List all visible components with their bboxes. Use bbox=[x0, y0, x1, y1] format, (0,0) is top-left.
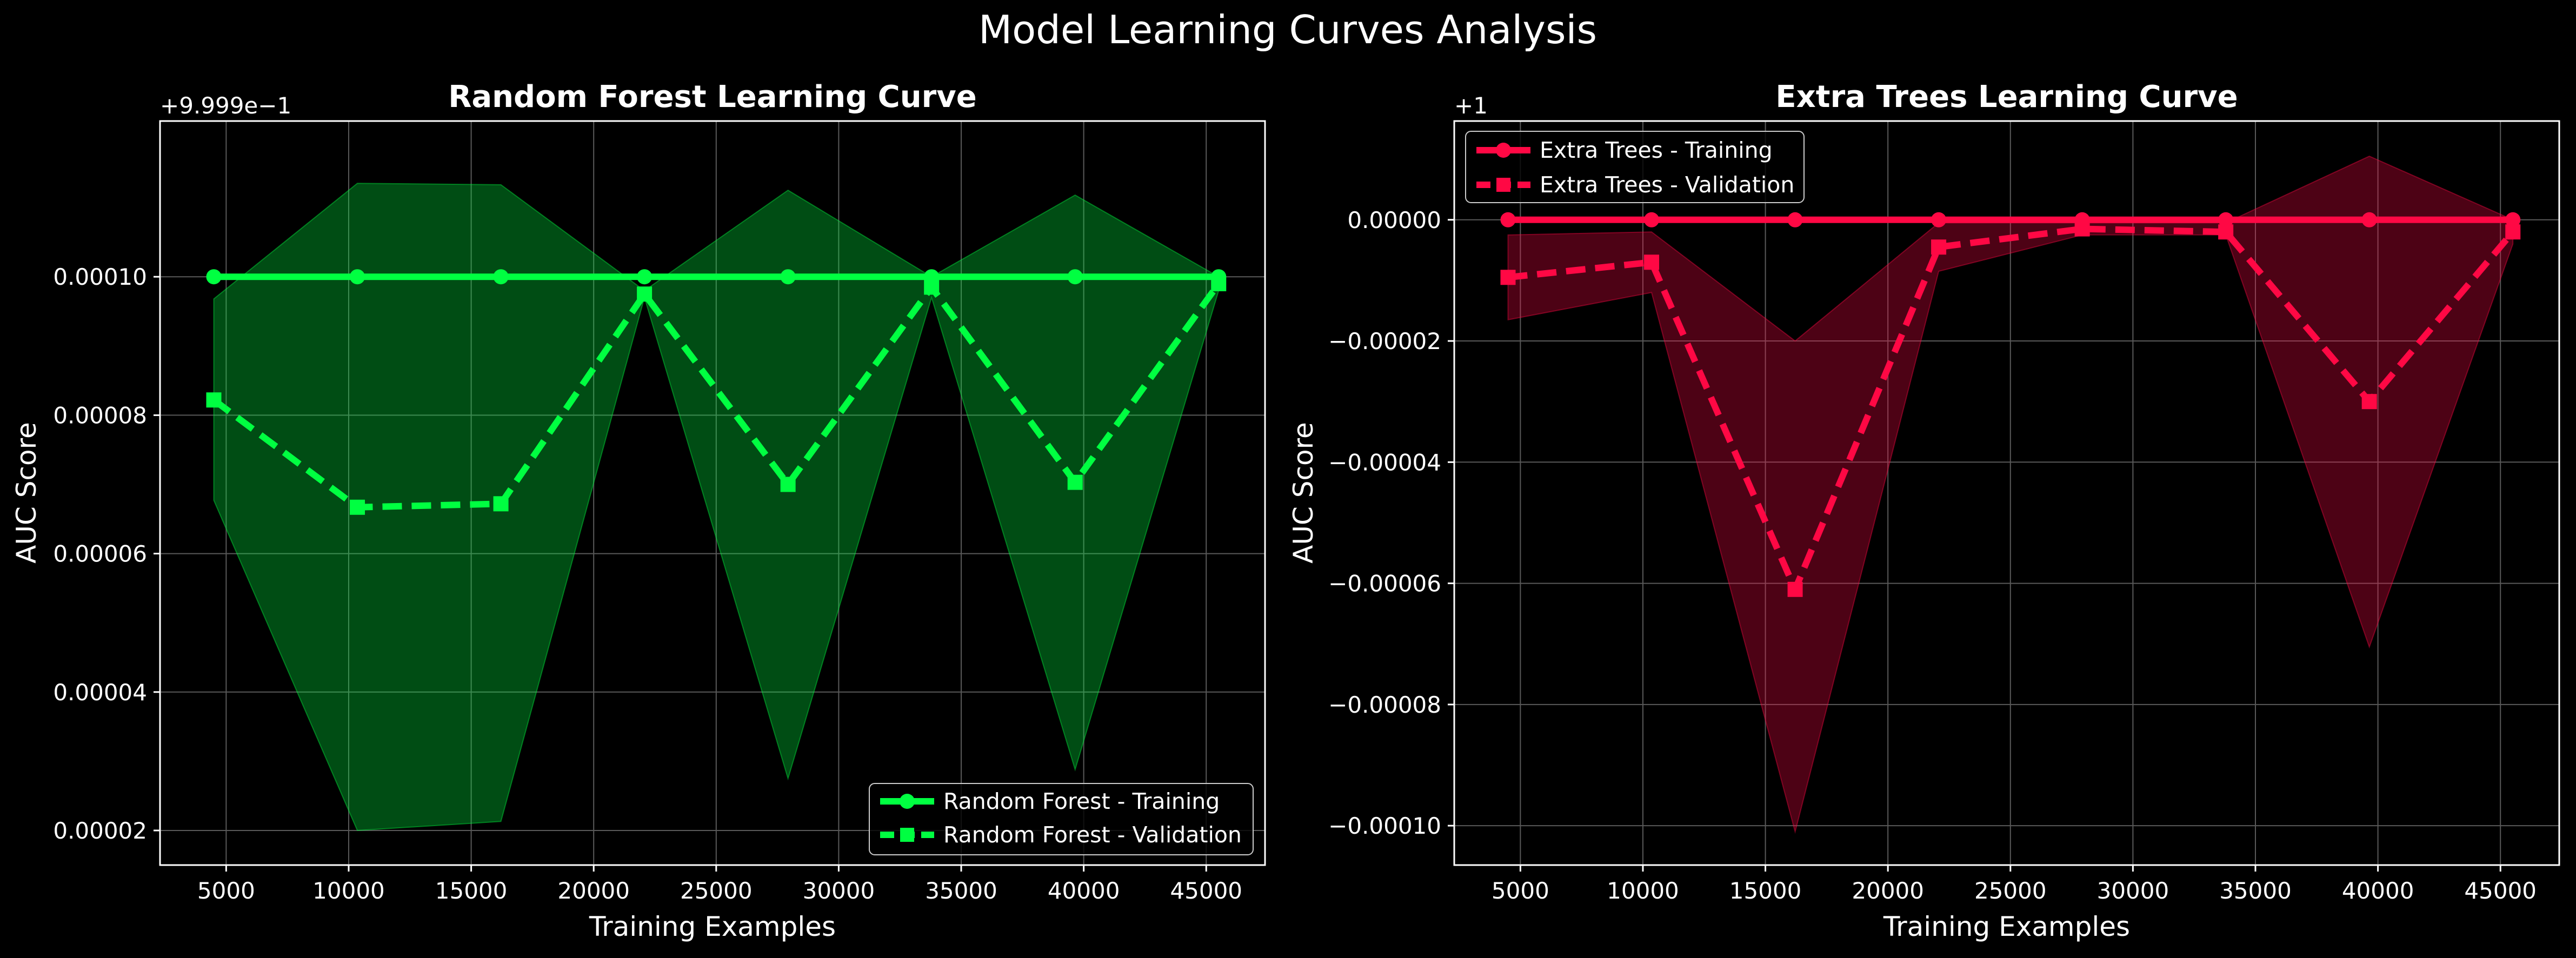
legend-marker-training bbox=[1496, 143, 1511, 158]
random-forest-panel: 5000 10000 15000 20000 25000 30000 35000 40000 4… bbox=[11, 79, 1266, 942]
y-tick-label: 0.00010 bbox=[53, 264, 147, 290]
x-tick-label: 25000 bbox=[680, 877, 753, 904]
training-point bbox=[206, 269, 222, 285]
validation-point bbox=[1931, 239, 1947, 255]
x-tick-label: 5000 bbox=[1492, 877, 1549, 904]
training-point bbox=[1067, 269, 1083, 285]
legend-marker-training bbox=[900, 794, 915, 809]
plot-frame bbox=[1453, 120, 2560, 866]
validation-line bbox=[211, 282, 1222, 511]
validation-point bbox=[2361, 394, 2377, 410]
x-tick-label: 35000 bbox=[2219, 877, 2292, 904]
y-axis-label: AUC Score bbox=[1288, 422, 1319, 564]
validation-point bbox=[924, 279, 940, 295]
validation-band bbox=[1507, 155, 2514, 834]
x-tick-label: 10000 bbox=[312, 877, 385, 904]
x-axis-label: Training Examples bbox=[589, 911, 836, 942]
series-layer bbox=[206, 269, 1227, 515]
plot-frame bbox=[159, 120, 1266, 866]
x-tick-label: 20000 bbox=[1852, 877, 1924, 904]
plot-title: Extra Trees Learning Curve bbox=[1775, 79, 2238, 115]
figure-title: Model Learning Curves Analysis bbox=[979, 7, 1597, 52]
training-point bbox=[1787, 212, 1803, 227]
legend-box bbox=[869, 783, 1254, 855]
validation-point bbox=[1211, 276, 1227, 292]
validation-point bbox=[1500, 270, 1516, 285]
training-point bbox=[1931, 212, 1947, 227]
tick-labels: 5000 10000 15000 20000 25000 30000 35000 40000 4… bbox=[1328, 207, 2537, 904]
training-point bbox=[780, 269, 796, 285]
training-point bbox=[2505, 212, 2521, 227]
x-tick-label: 15000 bbox=[1729, 877, 1802, 904]
axis-offset-text: +9.999e−1 bbox=[160, 92, 291, 119]
x-tick-label: 45000 bbox=[1170, 877, 1242, 904]
x-tick-label: 30000 bbox=[2097, 877, 2169, 904]
validation-point bbox=[1644, 254, 1660, 270]
legend-label-validation: Extra Trees - Validation bbox=[1540, 172, 1794, 198]
tick-labels: 5000 10000 15000 20000 25000 30000 35000 40000 4… bbox=[53, 264, 1242, 904]
legend-label-training: Extra Trees - Training bbox=[1540, 137, 1773, 163]
y-tick-label: 0.00000 bbox=[1347, 207, 1441, 233]
y-tick-label: −0.00006 bbox=[1328, 571, 1441, 597]
x-tick-label: 20000 bbox=[557, 877, 630, 904]
legend-marker-validation bbox=[900, 828, 914, 842]
y-tick-label: 0.00008 bbox=[53, 402, 147, 428]
x-tick-label: 30000 bbox=[803, 877, 875, 904]
y-tick-label: −0.00004 bbox=[1328, 449, 1441, 475]
validation-point bbox=[350, 499, 365, 515]
training-point bbox=[350, 269, 365, 285]
legend-label-training: Random Forest - Training bbox=[943, 788, 1220, 814]
validation-point bbox=[2074, 221, 2090, 237]
legend-marker-validation bbox=[1496, 178, 1510, 192]
y-tick-label: 0.00006 bbox=[53, 541, 147, 567]
series-layer bbox=[1500, 212, 2521, 597]
legend-box bbox=[1465, 131, 1805, 203]
training-point bbox=[1500, 212, 1516, 227]
plot-title: Random Forest Learning Curve bbox=[448, 79, 976, 115]
validation-point bbox=[1787, 581, 1803, 597]
x-axis-label: Training Examples bbox=[1883, 911, 2130, 942]
validation-line bbox=[1507, 225, 2515, 593]
x-tick-label: 25000 bbox=[1974, 877, 2047, 904]
y-tick-label: 0.00002 bbox=[53, 818, 147, 844]
validation-point bbox=[780, 477, 796, 492]
axis-offset-text: +1 bbox=[1454, 92, 1488, 119]
y-tick-label: −0.00010 bbox=[1328, 813, 1441, 839]
validation-band-area bbox=[1507, 155, 2514, 834]
validation-point bbox=[2505, 224, 2521, 240]
validation-point bbox=[637, 286, 653, 302]
y-tick-label: −0.00008 bbox=[1328, 692, 1441, 718]
x-tick-label: 15000 bbox=[435, 877, 508, 904]
validation-point bbox=[206, 392, 222, 408]
y-tick-label: −0.00002 bbox=[1328, 328, 1441, 354]
x-tick-label: 5000 bbox=[197, 877, 255, 904]
validation-point bbox=[1067, 474, 1083, 490]
legend: Extra Trees - Training Extra Trees - Val… bbox=[1465, 131, 1805, 203]
training-point bbox=[493, 269, 509, 285]
x-tick-label: 35000 bbox=[925, 877, 997, 904]
legend: Random Forest - Training Random Forest -… bbox=[869, 783, 1254, 855]
validation-point bbox=[493, 496, 509, 512]
training-point bbox=[637, 269, 653, 285]
extra-trees-panel: 5000 10000 15000 20000 25000 30000 35000 40000 4… bbox=[1288, 79, 2560, 942]
training-point bbox=[1644, 212, 1660, 227]
y-tick-label: 0.00004 bbox=[53, 679, 147, 706]
y-axis-label: AUC Score bbox=[11, 422, 42, 564]
validation-point bbox=[2218, 224, 2234, 240]
training-point bbox=[2218, 212, 2234, 227]
x-tick-label: 40000 bbox=[2342, 877, 2414, 904]
x-tick-label: 40000 bbox=[1048, 877, 1120, 904]
x-tick-label: 10000 bbox=[1607, 877, 1679, 904]
training-point bbox=[2361, 212, 2377, 227]
x-tick-label: 45000 bbox=[2464, 877, 2537, 904]
legend-label-validation: Random Forest - Validation bbox=[943, 822, 1242, 848]
